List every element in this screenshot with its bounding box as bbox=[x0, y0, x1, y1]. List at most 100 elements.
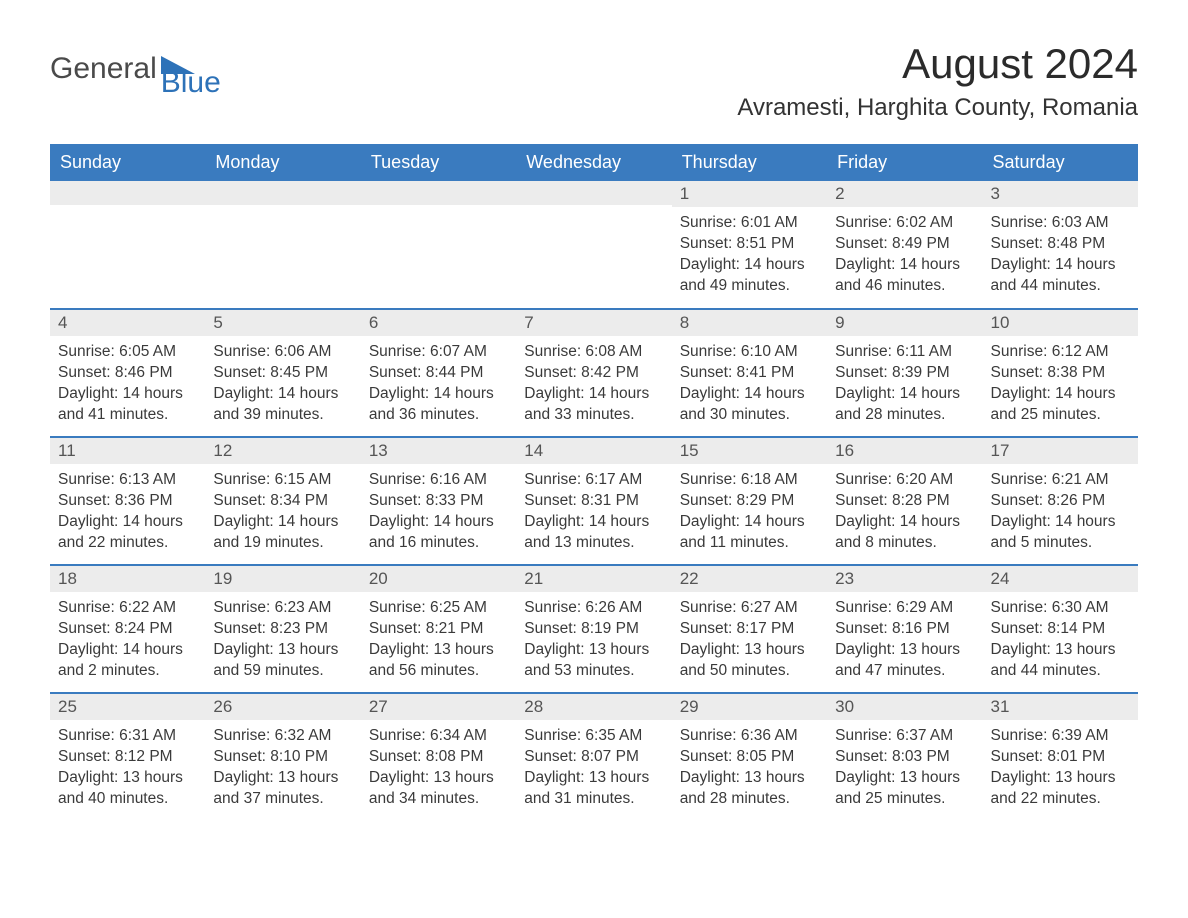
calendar-cell: 12Sunrise: 6:15 AMSunset: 8:34 PMDayligh… bbox=[205, 437, 360, 565]
calendar-cell: 24Sunrise: 6:30 AMSunset: 8:14 PMDayligh… bbox=[983, 565, 1138, 693]
day-number: 2 bbox=[827, 181, 982, 207]
sunset-text: Sunset: 8:23 PM bbox=[213, 619, 352, 640]
daylight-text: Daylight: 13 hours and 50 minutes. bbox=[680, 640, 819, 682]
day-number: 25 bbox=[50, 694, 205, 720]
day-number: 7 bbox=[516, 310, 671, 336]
sunset-text: Sunset: 8:08 PM bbox=[369, 747, 508, 768]
day-number: 21 bbox=[516, 566, 671, 592]
day-number: 16 bbox=[827, 438, 982, 464]
weekday-header: Saturday bbox=[983, 144, 1138, 181]
sunrise-text: Sunrise: 6:29 AM bbox=[835, 598, 974, 619]
calendar-cell: 6Sunrise: 6:07 AMSunset: 8:44 PMDaylight… bbox=[361, 309, 516, 437]
calendar-cell: 1Sunrise: 6:01 AMSunset: 8:51 PMDaylight… bbox=[672, 181, 827, 309]
calendar-cell: 8Sunrise: 6:10 AMSunset: 8:41 PMDaylight… bbox=[672, 309, 827, 437]
day-number: 9 bbox=[827, 310, 982, 336]
daylight-text: Daylight: 14 hours and 5 minutes. bbox=[991, 512, 1130, 554]
day-number: 24 bbox=[983, 566, 1138, 592]
calendar-week-row: 11Sunrise: 6:13 AMSunset: 8:36 PMDayligh… bbox=[50, 437, 1138, 565]
brand-word2: Blue bbox=[161, 66, 221, 100]
calendar-cell: 19Sunrise: 6:23 AMSunset: 8:23 PMDayligh… bbox=[205, 565, 360, 693]
sunrise-text: Sunrise: 6:02 AM bbox=[835, 213, 974, 234]
day-number: 14 bbox=[516, 438, 671, 464]
sunset-text: Sunset: 8:19 PM bbox=[524, 619, 663, 640]
sunset-text: Sunset: 8:34 PM bbox=[213, 491, 352, 512]
day-number: 18 bbox=[50, 566, 205, 592]
daylight-text: Daylight: 13 hours and 56 minutes. bbox=[369, 640, 508, 682]
daylight-text: Daylight: 14 hours and 22 minutes. bbox=[58, 512, 197, 554]
sunrise-text: Sunrise: 6:05 AM bbox=[58, 342, 197, 363]
sunset-text: Sunset: 8:17 PM bbox=[680, 619, 819, 640]
calendar-cell: 21Sunrise: 6:26 AMSunset: 8:19 PMDayligh… bbox=[516, 565, 671, 693]
daylight-text: Daylight: 14 hours and 44 minutes. bbox=[991, 255, 1130, 297]
daylight-text: Daylight: 13 hours and 22 minutes. bbox=[991, 768, 1130, 810]
sunset-text: Sunset: 8:21 PM bbox=[369, 619, 508, 640]
day-number: 28 bbox=[516, 694, 671, 720]
day-number: 1 bbox=[672, 181, 827, 207]
calendar-header-row: SundayMondayTuesdayWednesdayThursdayFrid… bbox=[50, 144, 1138, 181]
sunrise-text: Sunrise: 6:30 AM bbox=[991, 598, 1130, 619]
sunset-text: Sunset: 8:10 PM bbox=[213, 747, 352, 768]
weekday-header: Tuesday bbox=[361, 144, 516, 181]
calendar-cell: 4Sunrise: 6:05 AMSunset: 8:46 PMDaylight… bbox=[50, 309, 205, 437]
calendar-week-row: 1Sunrise: 6:01 AMSunset: 8:51 PMDaylight… bbox=[50, 181, 1138, 309]
sunrise-text: Sunrise: 6:18 AM bbox=[680, 470, 819, 491]
sunset-text: Sunset: 8:48 PM bbox=[991, 234, 1130, 255]
day-number: 26 bbox=[205, 694, 360, 720]
daylight-text: Daylight: 14 hours and 11 minutes. bbox=[680, 512, 819, 554]
calendar-cell: 14Sunrise: 6:17 AMSunset: 8:31 PMDayligh… bbox=[516, 437, 671, 565]
daylight-text: Daylight: 14 hours and 49 minutes. bbox=[680, 255, 819, 297]
sunset-text: Sunset: 8:39 PM bbox=[835, 363, 974, 384]
day-details: Sunrise: 6:21 AMSunset: 8:26 PMDaylight:… bbox=[983, 464, 1138, 564]
daylight-text: Daylight: 13 hours and 34 minutes. bbox=[369, 768, 508, 810]
day-details: Sunrise: 6:06 AMSunset: 8:45 PMDaylight:… bbox=[205, 336, 360, 436]
daylight-text: Daylight: 14 hours and 36 minutes. bbox=[369, 384, 508, 426]
day-number: 23 bbox=[827, 566, 982, 592]
calendar-cell-empty bbox=[516, 181, 671, 309]
sunrise-text: Sunrise: 6:10 AM bbox=[680, 342, 819, 363]
sunrise-text: Sunrise: 6:35 AM bbox=[524, 726, 663, 747]
calendar-cell: 22Sunrise: 6:27 AMSunset: 8:17 PMDayligh… bbox=[672, 565, 827, 693]
day-details: Sunrise: 6:13 AMSunset: 8:36 PMDaylight:… bbox=[50, 464, 205, 564]
sunset-text: Sunset: 8:28 PM bbox=[835, 491, 974, 512]
sunrise-text: Sunrise: 6:27 AM bbox=[680, 598, 819, 619]
sunrise-text: Sunrise: 6:31 AM bbox=[58, 726, 197, 747]
sunrise-text: Sunrise: 6:12 AM bbox=[991, 342, 1130, 363]
day-number: 29 bbox=[672, 694, 827, 720]
sunrise-text: Sunrise: 6:21 AM bbox=[991, 470, 1130, 491]
day-number: 4 bbox=[50, 310, 205, 336]
day-details: Sunrise: 6:29 AMSunset: 8:16 PMDaylight:… bbox=[827, 592, 982, 692]
day-details: Sunrise: 6:11 AMSunset: 8:39 PMDaylight:… bbox=[827, 336, 982, 436]
sunrise-text: Sunrise: 6:06 AM bbox=[213, 342, 352, 363]
calendar-cell: 11Sunrise: 6:13 AMSunset: 8:36 PMDayligh… bbox=[50, 437, 205, 565]
daylight-text: Daylight: 13 hours and 28 minutes. bbox=[680, 768, 819, 810]
calendar-cell: 16Sunrise: 6:20 AMSunset: 8:28 PMDayligh… bbox=[827, 437, 982, 565]
day-number: 15 bbox=[672, 438, 827, 464]
sunset-text: Sunset: 8:26 PM bbox=[991, 491, 1130, 512]
day-number: 6 bbox=[361, 310, 516, 336]
day-number: 3 bbox=[983, 181, 1138, 207]
sunset-text: Sunset: 8:49 PM bbox=[835, 234, 974, 255]
calendar-cell: 29 Sunrise: 6:36 AMSunset: 8:05 PMDayligh… bbox=[672, 693, 827, 821]
sunrise-text: Sunrise: 6:37 AM bbox=[835, 726, 974, 747]
sunrise-text: Sunrise: 6:23 AM bbox=[213, 598, 352, 619]
sunset-text: Sunset: 8:03 PM bbox=[835, 747, 974, 768]
day-number: 27 bbox=[361, 694, 516, 720]
day-number: 17 bbox=[983, 438, 1138, 464]
day-details: Sunrise: 6:34 AMSunset: 8:08 PMDaylight:… bbox=[361, 720, 516, 820]
sunset-text: Sunset: 8:41 PM bbox=[680, 363, 819, 384]
sunrise-text: Sunrise: 6:36 AM bbox=[680, 726, 819, 747]
calendar-cell: 30Sunrise: 6:37 AMSunset: 8:03 PMDayligh… bbox=[827, 693, 982, 821]
daylight-text: Daylight: 14 hours and 46 minutes. bbox=[835, 255, 974, 297]
calendar-cell: 9Sunrise: 6:11 AMSunset: 8:39 PMDaylight… bbox=[827, 309, 982, 437]
sunset-text: Sunset: 8:51 PM bbox=[680, 234, 819, 255]
sunset-text: Sunset: 8:44 PM bbox=[369, 363, 508, 384]
daylight-text: Daylight: 14 hours and 30 minutes. bbox=[680, 384, 819, 426]
calendar-cell: 18Sunrise: 6:22 AMSunset: 8:24 PMDayligh… bbox=[50, 565, 205, 693]
day-details: Sunrise: 6:02 AMSunset: 8:49 PMDaylight:… bbox=[827, 207, 982, 307]
daylight-text: Daylight: 14 hours and 13 minutes. bbox=[524, 512, 663, 554]
day-number: 11 bbox=[50, 438, 205, 464]
sunset-text: Sunset: 8:14 PM bbox=[991, 619, 1130, 640]
sunset-text: Sunset: 8:05 PM bbox=[680, 747, 819, 768]
day-details: Sunrise: 6:30 AMSunset: 8:14 PMDaylight:… bbox=[983, 592, 1138, 692]
daylight-text: Daylight: 14 hours and 8 minutes. bbox=[835, 512, 974, 554]
